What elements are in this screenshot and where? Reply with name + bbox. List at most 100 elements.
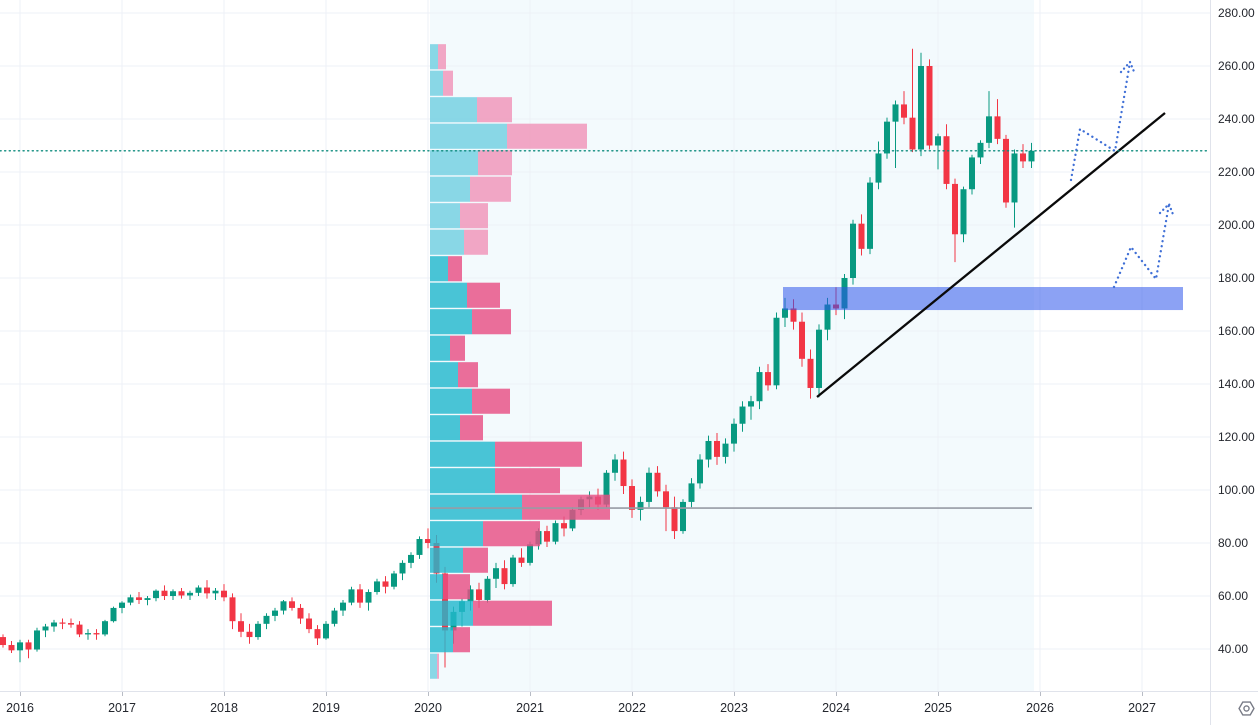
candlestick-chart-pane[interactable]	[0, 0, 1210, 691]
profile-sell-bar	[437, 653, 439, 679]
candle-body	[561, 523, 567, 529]
profile-sell-bar	[507, 123, 587, 149]
candle-body	[620, 459, 627, 487]
projection-arrow-1[interactable]	[1069, 59, 1137, 182]
candle-body	[1011, 153, 1018, 203]
profile-buy-bar	[430, 176, 470, 202]
price-tick-label: 80.00	[1218, 535, 1249, 550]
price-tick-label: 160.00	[1218, 323, 1255, 338]
profile-sell-bar	[453, 627, 470, 653]
candle-body	[782, 308, 788, 318]
candle-body	[144, 598, 151, 600]
candle-body	[382, 581, 389, 587]
profile-sell-bar	[463, 547, 488, 573]
candle-body	[705, 440, 712, 460]
candle-body	[858, 223, 865, 249]
year-tick-label: 2016	[6, 701, 34, 715]
year-tick-mark	[20, 692, 21, 696]
candle-body	[1003, 138, 1009, 203]
profile-buy-bar	[430, 362, 458, 388]
candle-body	[221, 590, 227, 598]
profile-sell-bar	[473, 600, 552, 626]
candle-body	[501, 568, 508, 585]
profile-buy-bar	[430, 203, 460, 229]
profile-buy-bar	[430, 415, 460, 441]
candle-body	[484, 578, 491, 600]
candle-body	[119, 602, 125, 608]
year-tick-mark	[632, 692, 633, 696]
supply-zone-rectangle[interactable]	[783, 287, 1183, 311]
profile-buy-bar	[430, 653, 437, 679]
candle-body	[34, 630, 40, 650]
profile-sell-bar	[464, 229, 488, 255]
volume-profile-range-background	[430, 0, 1034, 691]
profile-sell-bar	[495, 441, 582, 467]
candle-body	[552, 523, 559, 542]
trend-line[interactable]	[816, 112, 1166, 398]
year-tick-label: 2022	[618, 701, 646, 715]
candle-body	[289, 601, 295, 608]
year-tick-mark	[734, 692, 735, 696]
candle-body	[867, 182, 873, 249]
candle-body	[1020, 153, 1026, 162]
year-tick-mark	[224, 692, 225, 696]
candle-body	[977, 142, 984, 158]
candle-body	[612, 459, 618, 473]
arrow-path[interactable]	[1112, 202, 1171, 289]
candle-body	[1028, 150, 1035, 162]
profile-buy-bar	[430, 309, 472, 335]
candle-body	[76, 624, 83, 635]
candle-body	[51, 622, 57, 627]
year-tick-label: 2017	[108, 701, 136, 715]
candle-body	[374, 581, 380, 593]
arrow-head	[1158, 201, 1176, 219]
candle-body	[8, 645, 15, 651]
candle-body	[714, 440, 720, 457]
candles	[0, 48, 1035, 668]
candle-body	[935, 136, 941, 146]
arrow-path[interactable]	[1069, 60, 1132, 182]
candle-body	[918, 66, 924, 150]
candle-body	[187, 592, 193, 596]
profile-buy-bar	[430, 441, 495, 467]
year-tick-label: 2021	[516, 701, 544, 715]
candle-body	[416, 539, 423, 555]
candle-body	[25, 642, 32, 650]
year-tick-mark	[122, 692, 123, 696]
candle-body	[688, 483, 695, 502]
year-tick-label: 2025	[924, 701, 952, 715]
axis-corner	[1210, 691, 1258, 725]
price-scale-settings-gear-icon[interactable]	[1238, 700, 1255, 717]
candle-body	[603, 472, 610, 505]
price-axis[interactable]: 280.00 260.00 240.00 220.00 200.00 180.00 160.…	[1210, 0, 1258, 691]
profile-buy-bar	[430, 97, 477, 123]
candle-body	[926, 66, 933, 146]
projection-arrow-2[interactable]	[1112, 201, 1176, 289]
candle-body	[127, 597, 134, 603]
price-tick-label: 240.00	[1218, 111, 1255, 126]
profile-sell-bar	[472, 309, 511, 335]
price-tick-label: 200.00	[1218, 217, 1255, 232]
candle-body	[357, 589, 363, 603]
year-tick-mark	[938, 692, 939, 696]
candle-body	[773, 317, 780, 386]
year-tick-label: 2018	[210, 701, 238, 715]
candle-body	[493, 568, 499, 579]
profile-sell-bar	[458, 362, 478, 388]
candle-body	[340, 602, 346, 611]
year-tick-mark	[428, 692, 429, 696]
year-tick-mark	[1040, 692, 1041, 696]
time-axis[interactable]: 2016 2017 2018 2019 2020 2021 2022 2023 2024 2025…	[0, 691, 1210, 725]
candle-body	[850, 223, 856, 278]
profile-sell-bar	[483, 521, 540, 547]
candle-body	[799, 321, 805, 359]
profile-buy-bar	[430, 335, 450, 361]
candle-body	[408, 554, 414, 563]
candle-body	[42, 626, 49, 631]
candle-body	[824, 304, 831, 330]
candle-body	[110, 607, 117, 622]
profile-sell-bar	[495, 468, 560, 494]
profile-buy-bar	[430, 388, 472, 414]
candle-body	[680, 501, 686, 532]
